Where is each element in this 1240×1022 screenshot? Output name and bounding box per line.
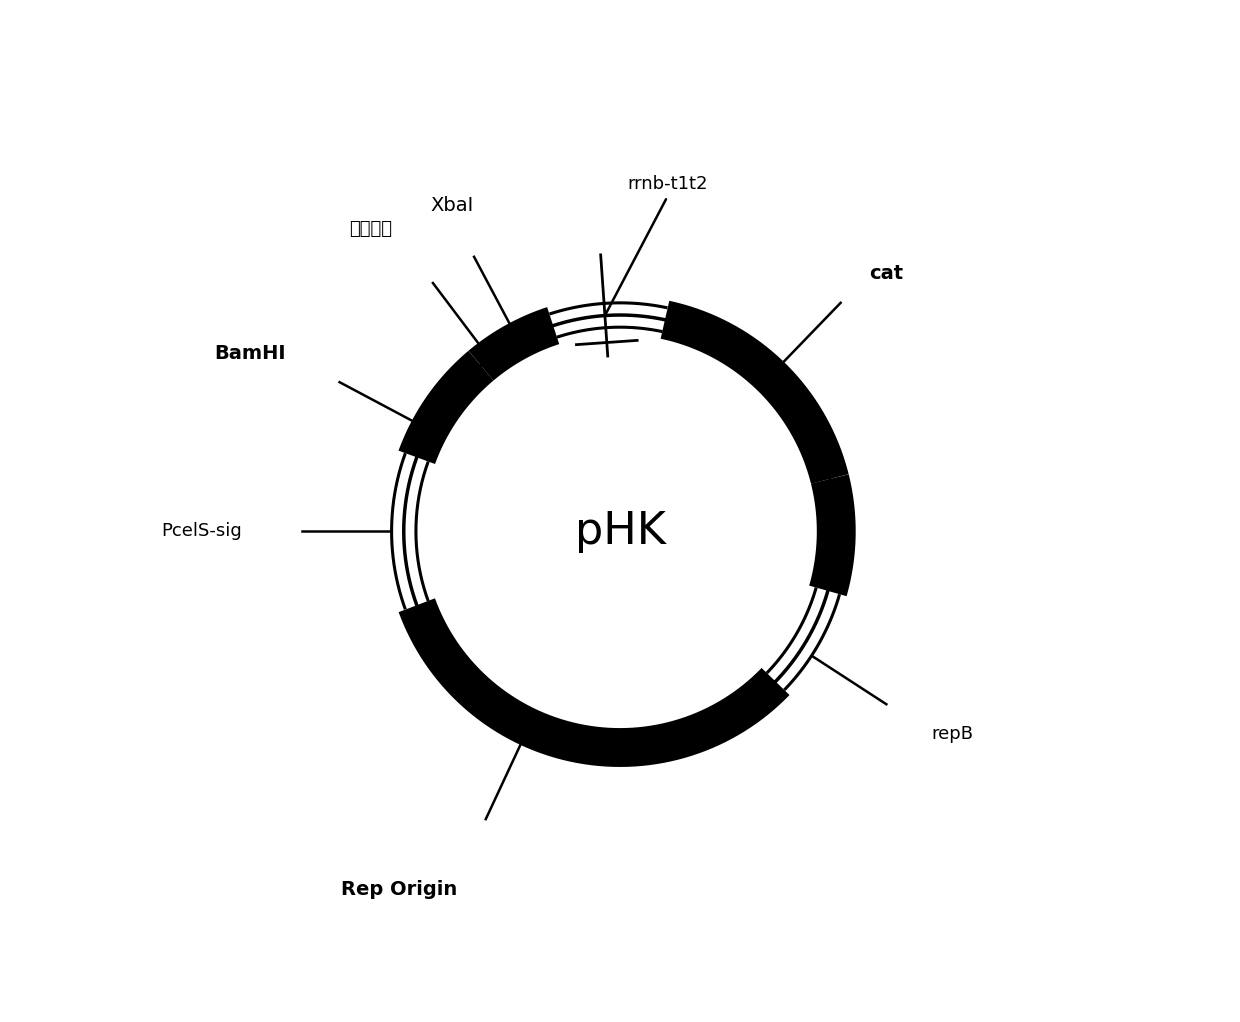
Text: BamHI: BamHI — [215, 344, 286, 363]
Text: XbaI: XbaI — [430, 196, 474, 215]
Text: cat: cat — [869, 264, 903, 283]
Text: 日标序列: 日标序列 — [350, 220, 392, 238]
Text: rrnb-t1t2: rrnb-t1t2 — [627, 176, 708, 193]
Text: repB: repB — [931, 725, 973, 743]
Text: Rep Origin: Rep Origin — [341, 880, 458, 899]
Text: pHK: pHK — [574, 510, 666, 553]
Text: PcelS-sig: PcelS-sig — [161, 522, 242, 541]
